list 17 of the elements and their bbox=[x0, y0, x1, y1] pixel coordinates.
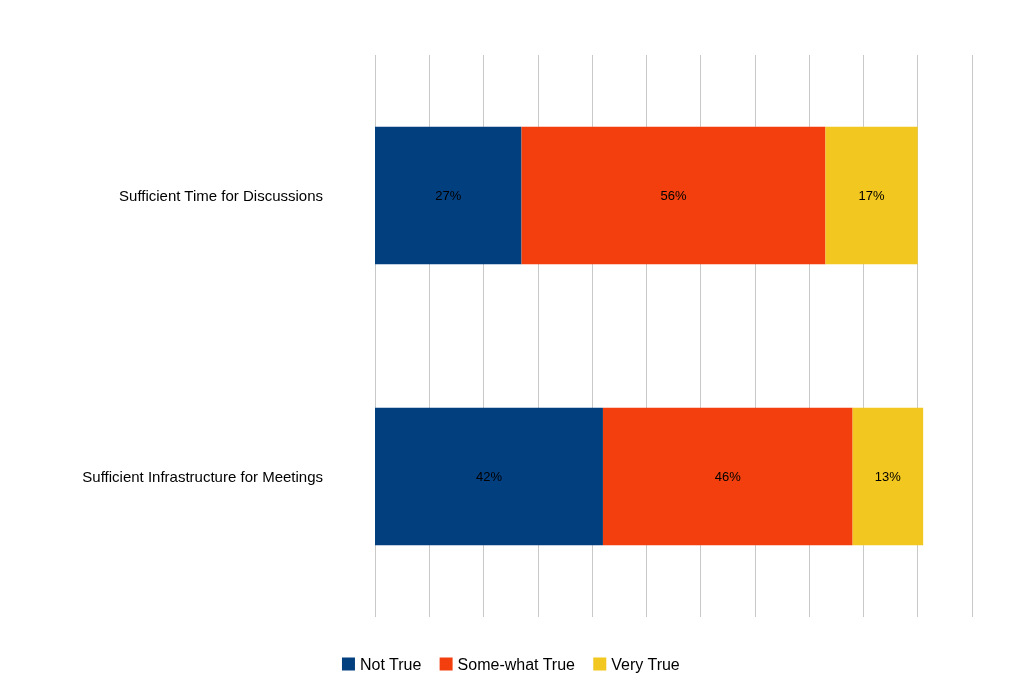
data-label: 56% bbox=[660, 188, 687, 203]
y-tick-label: Sufficient Time for Discussions bbox=[119, 187, 323, 204]
data-label: 46% bbox=[714, 469, 742, 484]
bar bbox=[602, 407, 853, 546]
bar bbox=[825, 126, 918, 265]
bar bbox=[375, 126, 522, 265]
legend-label: Some-what True bbox=[457, 655, 576, 673]
data-label: 27% bbox=[435, 188, 462, 203]
legend-label: Not True bbox=[359, 655, 422, 673]
data-label: 13% bbox=[874, 469, 902, 484]
data-label: 42% bbox=[475, 469, 503, 484]
bar bbox=[375, 407, 603, 546]
data-label: 17% bbox=[858, 188, 886, 203]
y-tick-label: Sufficient Infrastructure for Meetings bbox=[82, 468, 323, 485]
legend-label: Very True bbox=[611, 655, 680, 673]
bar bbox=[521, 126, 826, 265]
bar bbox=[852, 407, 924, 546]
